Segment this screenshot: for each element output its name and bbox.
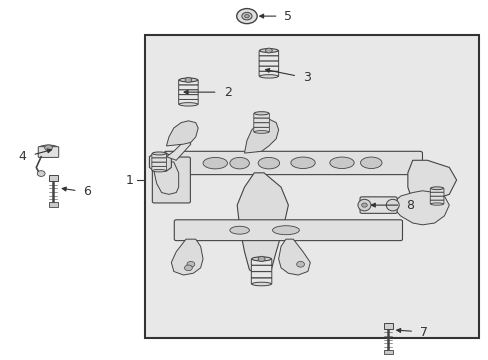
- FancyBboxPatch shape: [259, 61, 278, 66]
- FancyBboxPatch shape: [429, 188, 443, 192]
- Ellipse shape: [259, 49, 278, 53]
- FancyBboxPatch shape: [253, 118, 269, 123]
- FancyBboxPatch shape: [259, 56, 278, 61]
- Text: 6: 6: [83, 185, 91, 198]
- Polygon shape: [407, 160, 456, 202]
- FancyBboxPatch shape: [359, 197, 396, 213]
- Ellipse shape: [254, 131, 268, 133]
- Ellipse shape: [229, 157, 249, 169]
- FancyBboxPatch shape: [259, 51, 278, 56]
- Polygon shape: [278, 239, 310, 275]
- FancyBboxPatch shape: [251, 265, 271, 271]
- Ellipse shape: [179, 78, 197, 82]
- Ellipse shape: [254, 112, 268, 115]
- Text: 4: 4: [19, 150, 26, 163]
- FancyBboxPatch shape: [178, 95, 198, 99]
- Circle shape: [265, 48, 272, 53]
- FancyBboxPatch shape: [152, 153, 166, 158]
- Polygon shape: [154, 160, 178, 194]
- Circle shape: [186, 261, 194, 267]
- FancyBboxPatch shape: [253, 127, 269, 132]
- Text: 3: 3: [303, 71, 310, 84]
- Ellipse shape: [259, 75, 278, 78]
- Circle shape: [258, 256, 264, 261]
- Ellipse shape: [229, 226, 249, 234]
- FancyBboxPatch shape: [259, 66, 278, 71]
- Polygon shape: [237, 173, 288, 273]
- Bar: [49, 202, 58, 207]
- Text: 1: 1: [126, 174, 134, 186]
- Ellipse shape: [357, 199, 370, 211]
- FancyBboxPatch shape: [178, 85, 198, 90]
- FancyBboxPatch shape: [253, 123, 269, 127]
- Circle shape: [242, 12, 251, 20]
- Polygon shape: [166, 140, 190, 160]
- Ellipse shape: [203, 157, 227, 169]
- Text: 8: 8: [406, 199, 413, 212]
- Ellipse shape: [152, 170, 165, 172]
- FancyBboxPatch shape: [429, 196, 443, 200]
- Ellipse shape: [329, 157, 353, 168]
- Circle shape: [37, 171, 45, 176]
- FancyBboxPatch shape: [178, 90, 198, 95]
- Bar: [383, 350, 392, 354]
- Text: 2: 2: [224, 86, 231, 99]
- FancyBboxPatch shape: [174, 220, 402, 240]
- FancyBboxPatch shape: [152, 157, 190, 203]
- FancyBboxPatch shape: [251, 272, 271, 278]
- FancyBboxPatch shape: [163, 151, 422, 175]
- FancyBboxPatch shape: [251, 259, 271, 265]
- FancyBboxPatch shape: [152, 158, 166, 162]
- FancyBboxPatch shape: [178, 80, 198, 85]
- Text: 5: 5: [284, 10, 292, 23]
- Circle shape: [44, 145, 52, 150]
- Ellipse shape: [290, 157, 315, 168]
- Ellipse shape: [360, 157, 381, 168]
- Bar: [144, 35, 478, 338]
- FancyBboxPatch shape: [152, 166, 166, 171]
- Polygon shape: [244, 119, 278, 153]
- Circle shape: [244, 14, 249, 18]
- FancyBboxPatch shape: [251, 278, 271, 284]
- Circle shape: [296, 261, 304, 267]
- Circle shape: [185, 77, 191, 82]
- Circle shape: [361, 203, 366, 207]
- Ellipse shape: [251, 257, 271, 261]
- FancyBboxPatch shape: [38, 147, 59, 157]
- Circle shape: [236, 9, 257, 24]
- Ellipse shape: [258, 157, 279, 169]
- Polygon shape: [149, 153, 171, 171]
- Circle shape: [184, 265, 192, 271]
- FancyBboxPatch shape: [429, 192, 443, 196]
- Polygon shape: [171, 239, 203, 275]
- Ellipse shape: [179, 103, 197, 106]
- FancyBboxPatch shape: [429, 200, 443, 204]
- Bar: [49, 175, 58, 181]
- FancyBboxPatch shape: [253, 113, 269, 118]
- Text: 7: 7: [419, 326, 427, 339]
- FancyBboxPatch shape: [152, 162, 166, 166]
- Ellipse shape: [386, 199, 398, 211]
- FancyBboxPatch shape: [259, 71, 278, 76]
- Bar: [383, 323, 392, 329]
- Polygon shape: [390, 191, 448, 225]
- Polygon shape: [166, 121, 198, 146]
- FancyBboxPatch shape: [178, 99, 198, 104]
- Ellipse shape: [430, 203, 443, 205]
- Ellipse shape: [152, 152, 165, 155]
- Ellipse shape: [39, 145, 58, 150]
- Ellipse shape: [251, 282, 271, 286]
- Ellipse shape: [430, 187, 443, 190]
- Ellipse shape: [272, 226, 299, 235]
